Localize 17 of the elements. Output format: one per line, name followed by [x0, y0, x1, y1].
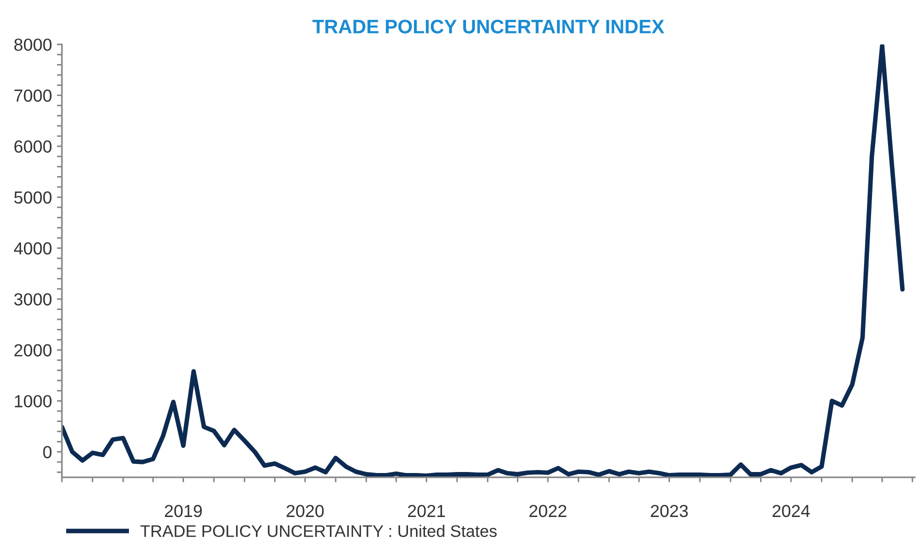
y-tick-label: 7000: [14, 89, 52, 102]
x-tick-label: 2023: [650, 504, 688, 518]
y-tick-label: 2000: [14, 344, 52, 356]
x-tick-label: 2024: [772, 504, 810, 518]
y-tick-label: 8000: [14, 38, 52, 51]
y-tick-label: 4000: [14, 242, 52, 255]
legend-label: TRADE POLICY UNCERTAINTY : United States: [140, 524, 497, 538]
y-tick-label: 3000: [14, 293, 52, 306]
y-tick-label: 1000: [14, 395, 52, 408]
x-tick-label: 2019: [164, 504, 202, 518]
y-tick-label: 6000: [14, 140, 52, 153]
y-tick-label: 0: [43, 446, 52, 458]
x-tick-label: 2020: [286, 504, 324, 518]
x-tick-label: 2022: [529, 504, 566, 518]
chart-title: TRADE POLICY UNCERTAINTY INDEX: [312, 20, 664, 34]
y-tick-label: 5000: [14, 191, 52, 204]
x-tick-label: 2021: [408, 504, 445, 518]
